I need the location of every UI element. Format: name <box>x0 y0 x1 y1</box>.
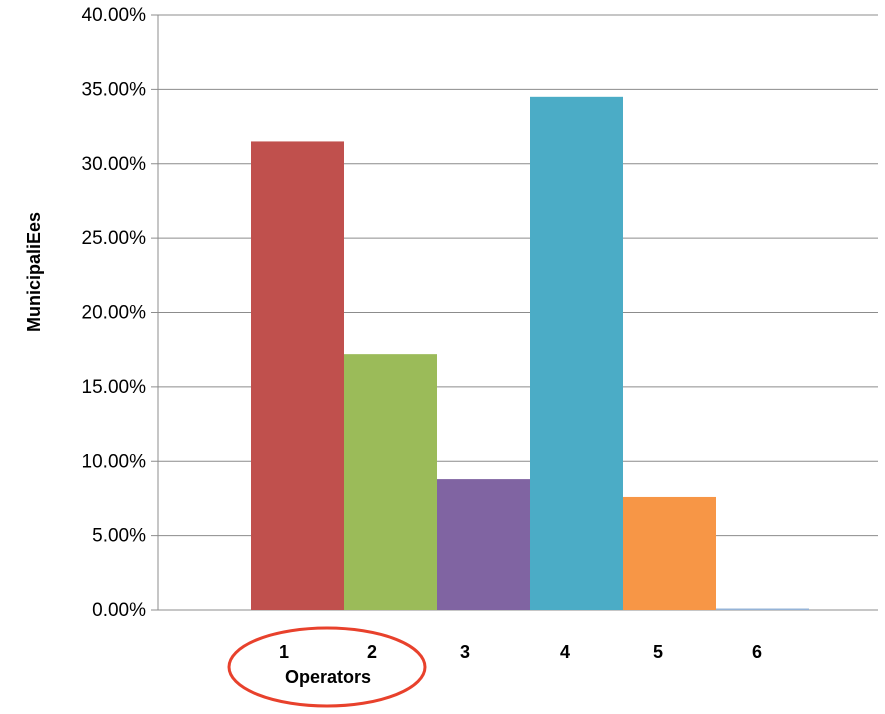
y-tick-label: 20.00% <box>82 303 147 324</box>
x-tick-labels: 1 2 3 4 5 6 <box>279 642 762 662</box>
bar-4 <box>530 96 623 610</box>
x-tick-label: 5 <box>653 642 663 662</box>
y-tick-label: 25.00% <box>82 228 147 249</box>
y-tick-label: 10.00% <box>82 451 147 472</box>
y-tick-label: 30.00% <box>82 154 147 175</box>
x-tick-label: 2 <box>367 642 377 662</box>
bar-6 <box>716 608 809 610</box>
x-tick-label: 3 <box>460 642 470 662</box>
x-tick-label: 6 <box>752 642 762 662</box>
bar-2 <box>344 354 437 610</box>
y-tick-label: 35.00% <box>82 79 147 100</box>
y-tick-label: 40.00% <box>82 5 147 26</box>
y-axis-title: MunicipaliEes <box>24 212 44 332</box>
bar-3 <box>437 479 530 610</box>
x-tick-label: 1 <box>279 642 289 662</box>
bar-5 <box>623 496 716 610</box>
bar-1 <box>251 141 344 610</box>
y-tick-labels: 0.00% 5.00% 10.00% 15.00% 20.00% 25.00% 30.00%… <box>82 5 147 621</box>
y-tick-label: 15.00% <box>82 377 147 398</box>
y-tick-label: 5.00% <box>92 526 146 547</box>
highlight-ellipse <box>227 626 427 708</box>
x-tick-label: 4 <box>560 642 570 662</box>
y-tick-label: 0.00% <box>92 600 146 621</box>
bars <box>251 96 809 610</box>
x-axis-title: Operators <box>285 667 371 687</box>
